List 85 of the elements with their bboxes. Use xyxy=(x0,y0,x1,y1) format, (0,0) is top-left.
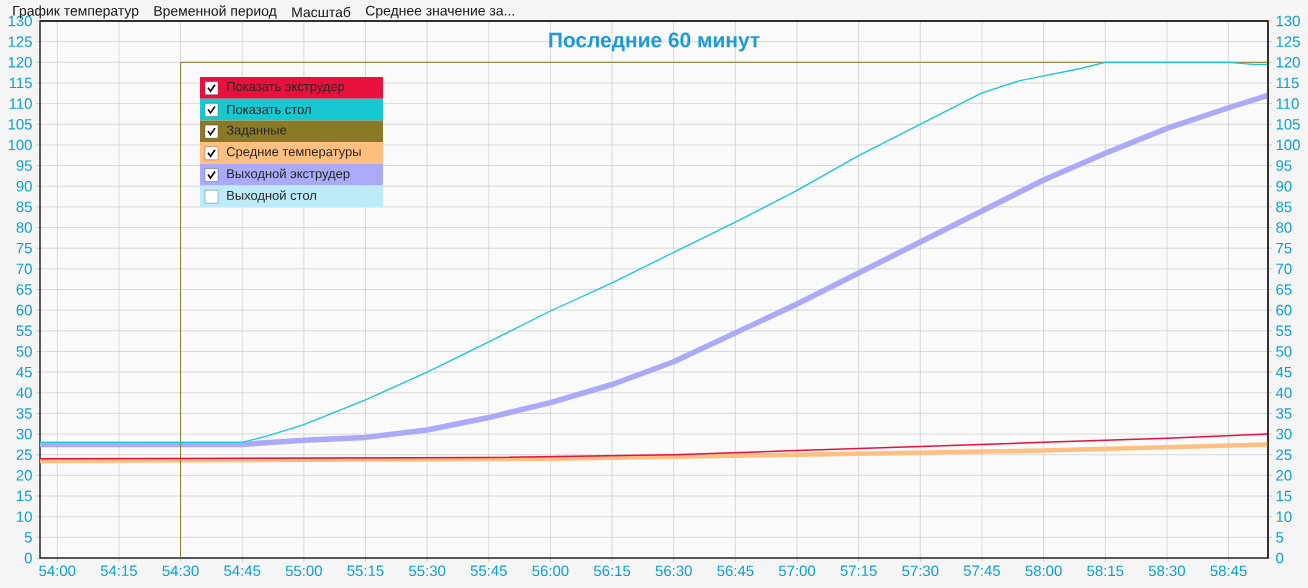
x-tick-label: 58:00 xyxy=(1025,565,1062,577)
x-tick-label: 54:15 xyxy=(100,565,137,576)
y2-tick-label: 0 xyxy=(1276,552,1284,564)
x-tick-label: 54:30 xyxy=(162,565,199,577)
y-tick-label: 60 xyxy=(16,304,32,316)
y2-tick-label: 90 xyxy=(1276,180,1292,192)
y2-tick-label: 50 xyxy=(1276,346,1292,357)
y-tick-label: 10 xyxy=(17,511,32,522)
y-tick-label: 40 xyxy=(16,387,32,399)
y-tick-label: 70 xyxy=(16,263,32,275)
y2-tick-label: 125 xyxy=(1276,36,1300,47)
y2-tick-label: 120 xyxy=(1276,57,1300,68)
y2-tick-label: 75 xyxy=(1276,242,1292,254)
x-tick-label: 57:15 xyxy=(840,565,877,576)
x-tick-label: 55:30 xyxy=(409,565,446,577)
y-tick-label: 80 xyxy=(16,222,32,233)
y-tick-label: 5 xyxy=(24,532,32,543)
x-tick-label: 58:45 xyxy=(1210,565,1247,577)
y-tick-label: 0 xyxy=(24,552,32,564)
x-tick-label: 58:15 xyxy=(1087,565,1124,577)
text: Заданные xyxy=(226,125,287,138)
x-tick-label: 55:45 xyxy=(470,565,507,576)
y-tick-label: 45 xyxy=(16,366,32,378)
y-tick-label: 35 xyxy=(16,408,32,419)
y2-tick-label: 105 xyxy=(1276,118,1300,130)
y2-tick-label: 20 xyxy=(1276,470,1292,481)
y2-tick-label: 10 xyxy=(1276,511,1292,522)
text: Выходной экструдер xyxy=(227,168,350,181)
y-tick-label: 20 xyxy=(16,470,32,481)
y-tick-label: 120 xyxy=(8,57,32,68)
x-tick-label: 54:00 xyxy=(39,565,76,577)
y2-tick-label: 100 xyxy=(1276,139,1300,151)
y2-tick-label: 85 xyxy=(1276,201,1292,213)
y-tick-label: 85 xyxy=(16,201,32,213)
text: Последние 60 минут xyxy=(549,32,760,52)
text: Масштаб xyxy=(292,6,351,18)
x-tick-label: 55:15 xyxy=(347,565,384,576)
line-series xyxy=(40,433,1269,460)
x-tick-label: 57:45 xyxy=(963,565,1001,576)
y2-tick-label: 15 xyxy=(1276,490,1292,502)
y2-tick-label: 115 xyxy=(1276,77,1299,89)
line-series xyxy=(40,442,1269,464)
y-tick-label: 65 xyxy=(16,284,32,295)
y2-tick-label: 30 xyxy=(1276,428,1292,440)
y-tick-label: 25 xyxy=(16,449,32,461)
x-tick-label: 54:45 xyxy=(224,565,261,576)
y2-tick-label: 65 xyxy=(1276,284,1292,295)
y2-tick-label: 55 xyxy=(1276,325,1292,337)
y2-tick-label: 45 xyxy=(1275,366,1292,378)
y-tick-label: 15 xyxy=(17,490,32,502)
y-tick-label: 90 xyxy=(16,180,32,192)
x-tick-label: 57:00 xyxy=(778,565,816,577)
y-tick-label: 75 xyxy=(16,242,32,254)
y2-tick-label: 5 xyxy=(1276,532,1284,543)
y-tick-label: 50 xyxy=(16,346,32,357)
y-tick-label: 55 xyxy=(16,325,32,337)
y2-tick-label: 60 xyxy=(1276,304,1292,316)
y2-tick-label: 70 xyxy=(1276,263,1292,275)
x-tick-label: 56:15 xyxy=(593,565,631,577)
x-tick-label: 56:30 xyxy=(655,565,692,577)
annotation: Выходной стол xyxy=(227,190,316,203)
y-tick-label: 125 xyxy=(8,36,32,47)
y2-tick-label: 80 xyxy=(1276,222,1292,233)
y2-tick-label: 95 xyxy=(1276,160,1292,171)
y-tick-label: 30 xyxy=(16,428,32,440)
x-tick-label: 58:30 xyxy=(1148,565,1186,577)
y2-tick-label: 40 xyxy=(1275,387,1292,399)
text: Показать стол xyxy=(227,105,311,115)
y-tick-label: 105 xyxy=(8,118,32,130)
text: Показать экструдер xyxy=(227,82,345,94)
y2-tick-label: 25 xyxy=(1276,449,1292,461)
y-tick-label: 115 xyxy=(9,77,32,89)
x-tick-label: 56:45 xyxy=(717,565,754,577)
text: Временной период xyxy=(154,5,277,19)
x-tick-label: 55:00 xyxy=(285,565,322,577)
text: Средние температуры xyxy=(226,147,361,159)
y-tick-label: 95 xyxy=(16,160,32,171)
text: Среднее значение за... xyxy=(365,5,514,19)
x-tick-label: 57:30 xyxy=(902,565,939,577)
x-tick-label: 56:00 xyxy=(532,565,569,577)
y-tick-label: 100 xyxy=(8,139,32,151)
y-tick-label: 110 xyxy=(9,98,32,109)
y2-tick-label: 35 xyxy=(1276,408,1292,419)
y2-tick-label: 130 xyxy=(1276,15,1300,27)
y2-tick-label: 110 xyxy=(1276,98,1299,109)
